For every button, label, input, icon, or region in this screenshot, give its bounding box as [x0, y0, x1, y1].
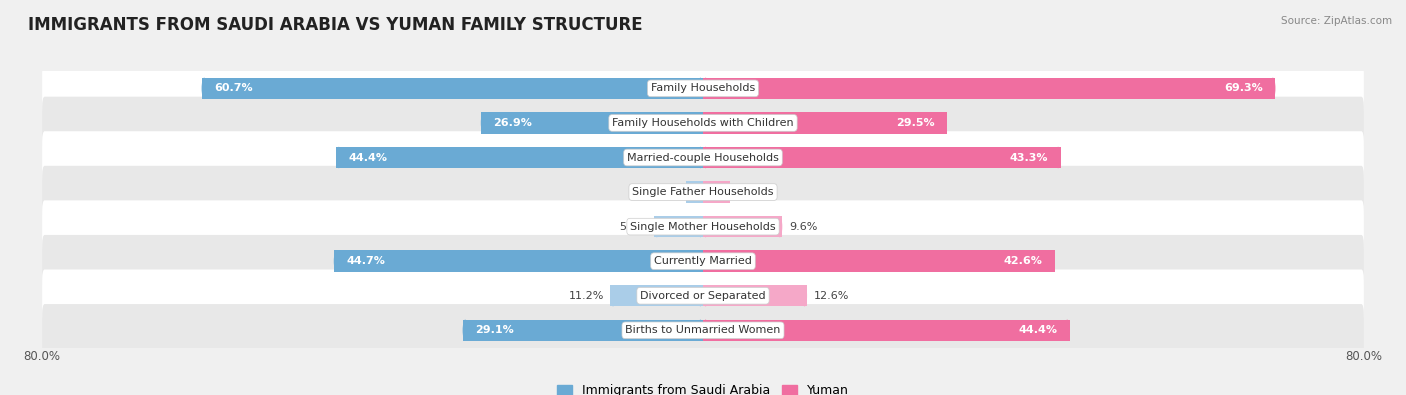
Circle shape	[333, 250, 339, 272]
FancyBboxPatch shape	[42, 269, 1364, 322]
Circle shape	[1056, 147, 1060, 168]
Bar	[686, 181, 703, 203]
Circle shape	[697, 147, 703, 168]
Text: Single Mother Households: Single Mother Households	[630, 222, 776, 231]
Text: 11.2%: 11.2%	[568, 291, 605, 301]
Circle shape	[463, 320, 468, 341]
Bar	[481, 112, 703, 134]
Circle shape	[725, 181, 730, 203]
Circle shape	[703, 250, 709, 272]
Text: 44.4%: 44.4%	[1018, 325, 1057, 335]
FancyBboxPatch shape	[42, 97, 1364, 149]
Circle shape	[336, 147, 342, 168]
Text: 26.9%: 26.9%	[494, 118, 531, 128]
FancyBboxPatch shape	[42, 166, 1364, 218]
Bar	[703, 320, 1070, 341]
Circle shape	[801, 285, 807, 307]
Circle shape	[697, 216, 703, 237]
Bar	[654, 216, 703, 237]
Text: Family Households with Children: Family Households with Children	[612, 118, 794, 128]
Circle shape	[697, 78, 703, 99]
Text: 43.3%: 43.3%	[1010, 152, 1049, 162]
Text: 44.4%: 44.4%	[349, 152, 388, 162]
Circle shape	[610, 285, 616, 307]
Circle shape	[654, 216, 659, 237]
FancyBboxPatch shape	[42, 62, 1364, 115]
Circle shape	[703, 320, 709, 341]
Bar	[703, 285, 807, 307]
Bar	[703, 250, 1054, 272]
Text: 60.7%: 60.7%	[214, 83, 253, 93]
Legend: Immigrants from Saudi Arabia, Yuman: Immigrants from Saudi Arabia, Yuman	[551, 379, 855, 395]
Text: Currently Married: Currently Married	[654, 256, 752, 266]
FancyBboxPatch shape	[42, 200, 1364, 253]
Text: Single Father Households: Single Father Households	[633, 187, 773, 197]
Text: 2.1%: 2.1%	[651, 187, 679, 197]
Text: 44.7%: 44.7%	[346, 256, 385, 266]
Circle shape	[1270, 78, 1275, 99]
Bar	[703, 216, 782, 237]
Text: IMMIGRANTS FROM SAUDI ARABIA VS YUMAN FAMILY STRUCTURE: IMMIGRANTS FROM SAUDI ARABIA VS YUMAN FA…	[28, 16, 643, 34]
Circle shape	[1050, 250, 1054, 272]
FancyBboxPatch shape	[42, 131, 1364, 184]
Text: 29.1%: 29.1%	[475, 325, 513, 335]
Text: 3.3%: 3.3%	[737, 187, 765, 197]
FancyBboxPatch shape	[42, 304, 1364, 357]
Circle shape	[697, 250, 703, 272]
Bar	[333, 250, 703, 272]
FancyBboxPatch shape	[42, 235, 1364, 288]
Circle shape	[703, 112, 709, 134]
Circle shape	[481, 112, 486, 134]
Circle shape	[942, 112, 946, 134]
Text: 69.3%: 69.3%	[1225, 83, 1263, 93]
Text: Family Households: Family Households	[651, 83, 755, 93]
Bar	[201, 78, 703, 99]
Text: 29.5%: 29.5%	[896, 118, 934, 128]
Bar	[703, 147, 1060, 168]
Bar	[336, 147, 703, 168]
Circle shape	[697, 320, 703, 341]
Circle shape	[703, 181, 709, 203]
Circle shape	[697, 285, 703, 307]
Circle shape	[201, 78, 207, 99]
Circle shape	[778, 216, 782, 237]
Circle shape	[697, 112, 703, 134]
Bar	[703, 181, 730, 203]
Text: 12.6%: 12.6%	[814, 291, 849, 301]
Text: 42.6%: 42.6%	[1004, 256, 1042, 266]
Bar	[703, 112, 946, 134]
Bar	[703, 78, 1275, 99]
Text: Divorced or Separated: Divorced or Separated	[640, 291, 766, 301]
Bar	[610, 285, 703, 307]
Circle shape	[703, 216, 709, 237]
Circle shape	[1064, 320, 1070, 341]
Bar	[463, 320, 703, 341]
Text: Births to Unmarried Women: Births to Unmarried Women	[626, 325, 780, 335]
Circle shape	[703, 78, 709, 99]
Text: 9.6%: 9.6%	[789, 222, 817, 231]
Circle shape	[703, 147, 709, 168]
Circle shape	[686, 181, 690, 203]
Circle shape	[697, 181, 703, 203]
Text: 5.9%: 5.9%	[619, 222, 648, 231]
Circle shape	[703, 285, 709, 307]
Text: Source: ZipAtlas.com: Source: ZipAtlas.com	[1281, 16, 1392, 26]
Text: Married-couple Households: Married-couple Households	[627, 152, 779, 162]
